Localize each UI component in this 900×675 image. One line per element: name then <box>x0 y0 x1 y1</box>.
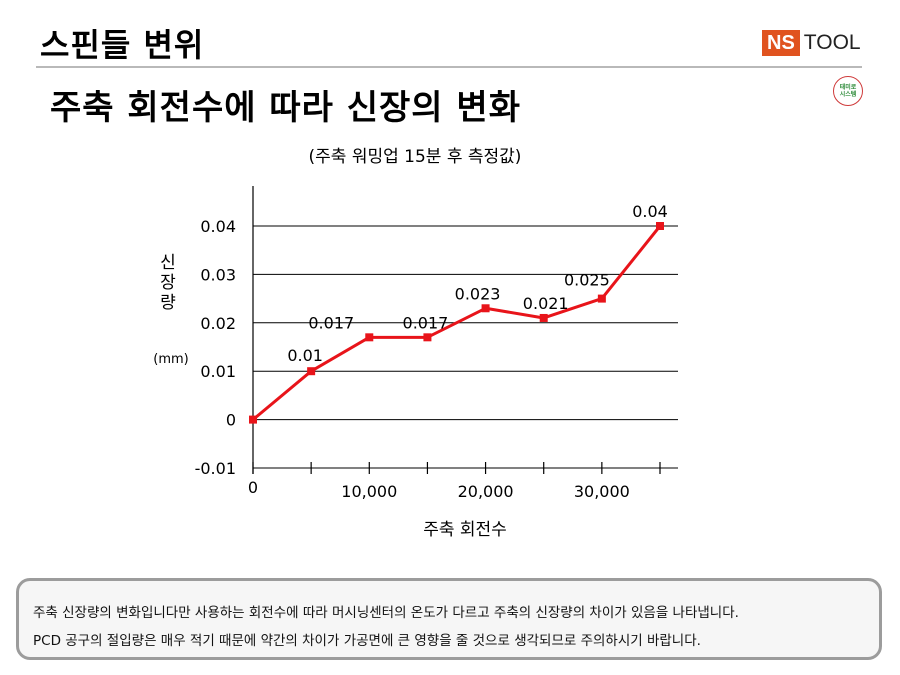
y-tick-label: 0.02 <box>200 314 236 333</box>
data-point-marker <box>365 333 374 342</box>
section-title: 스핀들 변위 <box>40 26 205 64</box>
data-label: 0.017 <box>308 313 354 332</box>
company-seal-icon: 태미로 시스템 <box>833 76 863 106</box>
data-label: 0.021 <box>523 294 569 313</box>
y-tick-label: 0.04 <box>200 217 236 236</box>
data-point-marker <box>481 304 490 313</box>
ns-tool-logo: NS TOOL <box>762 30 861 56</box>
logo-tool-text: TOOL <box>803 31 861 54</box>
y-axis-unit: (mm) <box>153 352 188 367</box>
x-tick-label: 10,000 <box>341 482 397 501</box>
y-tick-label: -0.01 <box>195 459 236 478</box>
data-point-marker <box>597 294 606 303</box>
data-label: 0.025 <box>564 271 610 290</box>
x-tick-label: 30,000 <box>574 482 630 501</box>
note-line-2: PCD 공구의 절입량은 매우 적기 때문에 약간의 차이가 가공면에 큰 영향… <box>33 633 701 649</box>
chart-subtitle: (주축 워밍업 15분 후 측정값) <box>309 147 522 167</box>
data-point-marker <box>656 222 664 230</box>
data-point-marker <box>423 333 432 342</box>
x-tick-label: 0 <box>248 478 258 497</box>
plot-area: -0.01 0 0.01 0.02 0.03 0.04 0 10,000 20,000 30,00… <box>195 186 678 501</box>
y-tick-label: 0.03 <box>200 265 236 284</box>
logo-ns-mark: NS <box>762 30 800 56</box>
data-point-marker <box>307 367 316 376</box>
explanation-note: 주축 신장량의 변화입니다만 사용하는 회전수에 따라 머시닝센터의 온도가 다… <box>16 578 882 660</box>
note-line-1: 주축 신장량의 변화입니다만 사용하는 회전수에 따라 머시닝센터의 온도가 다… <box>33 605 739 621</box>
x-tick-label: 20,000 <box>458 482 514 501</box>
data-point-marker <box>249 415 257 424</box>
y-tick-label: 0.01 <box>200 362 236 381</box>
x-axis-label: 주축 회전수 <box>423 520 507 540</box>
data-label: 0.017 <box>403 313 449 332</box>
data-label: 0.023 <box>455 284 501 303</box>
header-divider <box>36 66 862 68</box>
data-point-marker <box>539 313 548 322</box>
data-label: 0.01 <box>287 346 323 365</box>
y-tick-label: 0 <box>226 411 236 430</box>
series-line <box>252 225 662 421</box>
data-label: 0.04 <box>632 202 668 221</box>
page-title: 주축 회전수에 따라 신장의 변화 <box>50 88 521 128</box>
